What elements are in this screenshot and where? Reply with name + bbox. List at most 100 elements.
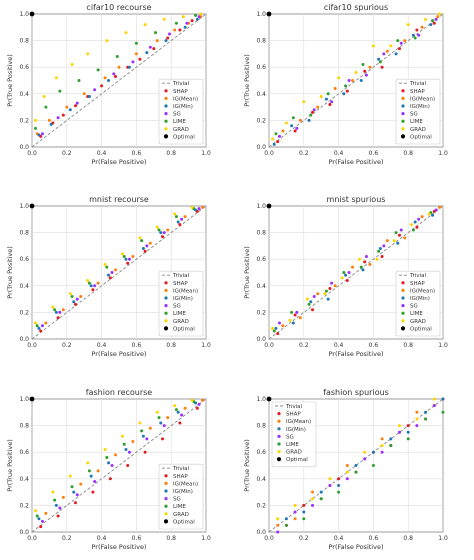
optimal-point — [29, 203, 35, 209]
data-point-grad — [311, 497, 314, 501]
legend-label: SG — [410, 112, 418, 118]
data-point-shap — [311, 110, 314, 114]
y-axis-label: Pr(True Positive) — [243, 439, 251, 491]
data-point-shap — [152, 47, 156, 51]
legend-swatch — [164, 489, 168, 493]
data-point-ig-min — [441, 397, 445, 401]
data-point-grad — [68, 474, 72, 478]
data-point-shap — [380, 65, 384, 69]
data-point-ig-mean — [183, 406, 187, 410]
data-point-sg — [312, 294, 316, 298]
x-tick-label: 0.6 — [132, 535, 142, 542]
data-point-shap — [337, 477, 341, 481]
data-point-lime — [134, 41, 138, 45]
data-point-lime — [44, 105, 48, 109]
x-axis-label: Pr(False Positive) — [92, 158, 147, 166]
legend-label: LIME — [410, 119, 423, 125]
data-point-lime — [105, 456, 109, 460]
data-point-grad — [103, 263, 107, 267]
data-point-lime — [411, 228, 415, 232]
data-point-ig-mean — [117, 65, 121, 69]
data-point-shap — [398, 233, 401, 237]
data-point-sg — [434, 17, 438, 21]
legend-label: Optimal — [286, 457, 308, 463]
data-point-shap — [166, 36, 170, 40]
data-point-sg — [162, 424, 166, 428]
legend-label: IG(Min) — [410, 104, 430, 110]
data-point-grad — [389, 44, 393, 48]
x-axis-label: Pr(False Positive) — [92, 543, 147, 551]
data-point-grad — [302, 100, 306, 104]
y-tick-label: 0.4 — [19, 91, 29, 98]
data-point-ig-mean — [44, 511, 48, 515]
data-point-sg — [145, 244, 149, 248]
x-tick-label: 0.2 — [299, 150, 309, 157]
legend-swatch — [400, 134, 406, 139]
data-point-ig-min — [354, 464, 358, 467]
chart-title: fashion recourse — [86, 388, 153, 397]
data-point-ig-mean — [420, 25, 424, 29]
data-point-sg — [399, 41, 403, 45]
legend-box — [158, 78, 204, 145]
y-tick-label: 0.6 — [256, 256, 266, 263]
chart-panel-1: cifar10 spurious 0.0 0.2 0.4 0.6 0.8 1.0 0.0 0.2… — [243, 3, 448, 166]
data-point-shap — [108, 276, 112, 280]
data-point-lime — [33, 126, 37, 130]
data-point-ig-min — [68, 108, 72, 112]
data-point-sg — [432, 404, 436, 408]
data-point-sg — [380, 450, 384, 454]
data-point-shap — [345, 89, 349, 93]
data-point-ig-mean — [436, 15, 440, 19]
data-point-ig-mean — [333, 86, 337, 90]
data-point-grad — [181, 15, 185, 19]
data-point-grad — [392, 239, 396, 243]
data-point-ig-min — [37, 133, 41, 137]
data-point-ig-min — [176, 410, 180, 414]
x-tick-label: 0.2 — [62, 342, 72, 349]
legend-swatch — [164, 127, 168, 131]
data-point-grad — [143, 23, 147, 27]
x-tick-label: 0.4 — [334, 150, 344, 157]
x-tick-label: 1.0 — [438, 535, 448, 542]
data-point-ig-min — [54, 503, 58, 507]
data-point-ig-mean — [96, 469, 100, 473]
x-tick-label: 0.4 — [97, 342, 107, 349]
data-point-shap — [276, 332, 280, 336]
legend-label: SG — [173, 304, 181, 310]
data-point-lime — [389, 444, 393, 448]
legend-label: Trivial — [409, 273, 426, 279]
legend-label: GRAD — [410, 319, 426, 325]
data-point-ig-min — [176, 220, 180, 224]
data-point-ig-min — [72, 300, 76, 304]
x-tick-label: 0.6 — [369, 342, 379, 349]
legend-label: Trivial — [172, 81, 189, 87]
trivial-diagonal-line — [31, 205, 207, 340]
data-point-grad — [410, 223, 414, 227]
y-tick-label: 0.2 — [19, 309, 29, 316]
legend-label: SG — [173, 112, 181, 118]
data-point-sg — [110, 271, 114, 274]
legend-swatch — [401, 296, 405, 300]
x-tick-label: 0.6 — [132, 342, 142, 349]
data-point-lime — [378, 60, 382, 64]
data-point-grad — [288, 318, 292, 322]
x-tick-label: 1.0 — [201, 342, 211, 349]
legend-label: IG(Mean) — [173, 288, 198, 294]
data-point-ig-mean — [201, 205, 205, 209]
y-tick-label: 1.0 — [19, 11, 29, 18]
data-point-lime — [359, 265, 363, 269]
data-point-ig-mean — [345, 464, 349, 467]
data-point-grad — [70, 63, 74, 67]
data-point-shap — [432, 21, 436, 25]
data-point-ig-min — [324, 97, 328, 101]
y-axis-label: Pr(True Positive) — [243, 54, 251, 106]
data-point-ig-mean — [316, 292, 320, 296]
data-point-sg — [197, 207, 201, 211]
legend-label: SG — [173, 497, 181, 503]
data-point-ig-mean — [65, 105, 69, 109]
legend-swatch — [401, 288, 405, 292]
data-point-ig-min — [396, 241, 400, 245]
data-point-sg — [328, 483, 332, 487]
